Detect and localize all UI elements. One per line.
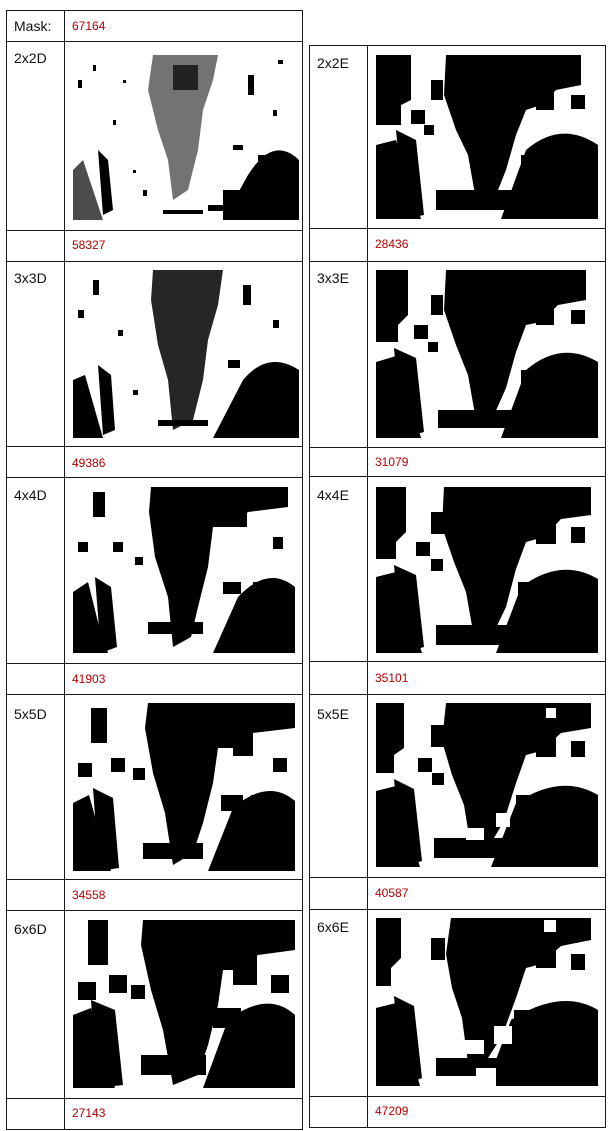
pixel-count: 40587 [375, 886, 409, 900]
pixel-count: 31079 [375, 455, 409, 469]
mask-size-label: 2x2E [317, 55, 349, 71]
mask-size-label: 3x3E [317, 270, 349, 286]
mask-value: 67164 [72, 19, 106, 33]
blank-cell [6, 1098, 65, 1130]
mask-image-3x3E [376, 270, 598, 438]
mask-size-label: 6x6E [317, 919, 349, 935]
mask-image-5x5D [73, 703, 295, 871]
label-cell [309, 45, 368, 229]
label-cell [309, 476, 368, 662]
header-value-cell [64, 10, 303, 42]
label-cell [6, 41, 65, 231]
blank-cell [309, 661, 368, 695]
mask-size-label: 5x5D [14, 706, 47, 722]
label-cell [6, 910, 65, 1099]
blank-cell [309, 228, 368, 262]
value-cell [64, 1098, 303, 1130]
mask-image-6x6E [376, 918, 598, 1086]
blank-cell [6, 663, 65, 695]
mask-image-5x5E [376, 703, 598, 867]
mask-image-2x2E [376, 55, 598, 219]
pixel-count: 35101 [375, 671, 409, 685]
blank-cell [309, 447, 368, 477]
label-cell [6, 261, 65, 447]
mask-size-label: 4x4E [317, 487, 349, 503]
pixel-count: 27143 [72, 1106, 106, 1120]
blank-cell [6, 230, 65, 262]
value-cell [64, 663, 303, 695]
blank-cell [6, 446, 65, 478]
value-cell [367, 1096, 606, 1128]
mask-label: Mask: [14, 18, 52, 34]
pixel-count: 49386 [72, 456, 106, 470]
label-cell [309, 261, 368, 448]
blank-cell [6, 879, 65, 911]
pixel-count: 47209 [375, 1104, 409, 1118]
mask-image-4x4D [73, 487, 295, 653]
mask-size-label: 4x4D [14, 487, 47, 503]
pixel-count: 58327 [72, 238, 106, 252]
mask-size-label: 5x5E [317, 706, 349, 722]
mask-image-2x2D [73, 50, 299, 220]
mask-image-3x3D [73, 270, 299, 438]
mask-size-label: 2x2D [14, 50, 47, 66]
blank-cell [309, 877, 368, 910]
mask-image-6x6D [73, 920, 295, 1088]
pixel-count: 34558 [72, 888, 106, 902]
blank-cell [309, 1096, 368, 1128]
pixel-count: 41903 [72, 672, 106, 686]
pixel-count: 28436 [375, 237, 409, 251]
label-cell [309, 909, 368, 1097]
mask-image-4x4E [376, 487, 598, 653]
mask-size-label: 6x6D [14, 921, 47, 937]
header-label-cell [6, 10, 65, 42]
value-cell [367, 228, 606, 262]
mask-size-label: 3x3D [14, 270, 47, 286]
label-cell [6, 477, 65, 664]
value-cell [367, 661, 606, 695]
